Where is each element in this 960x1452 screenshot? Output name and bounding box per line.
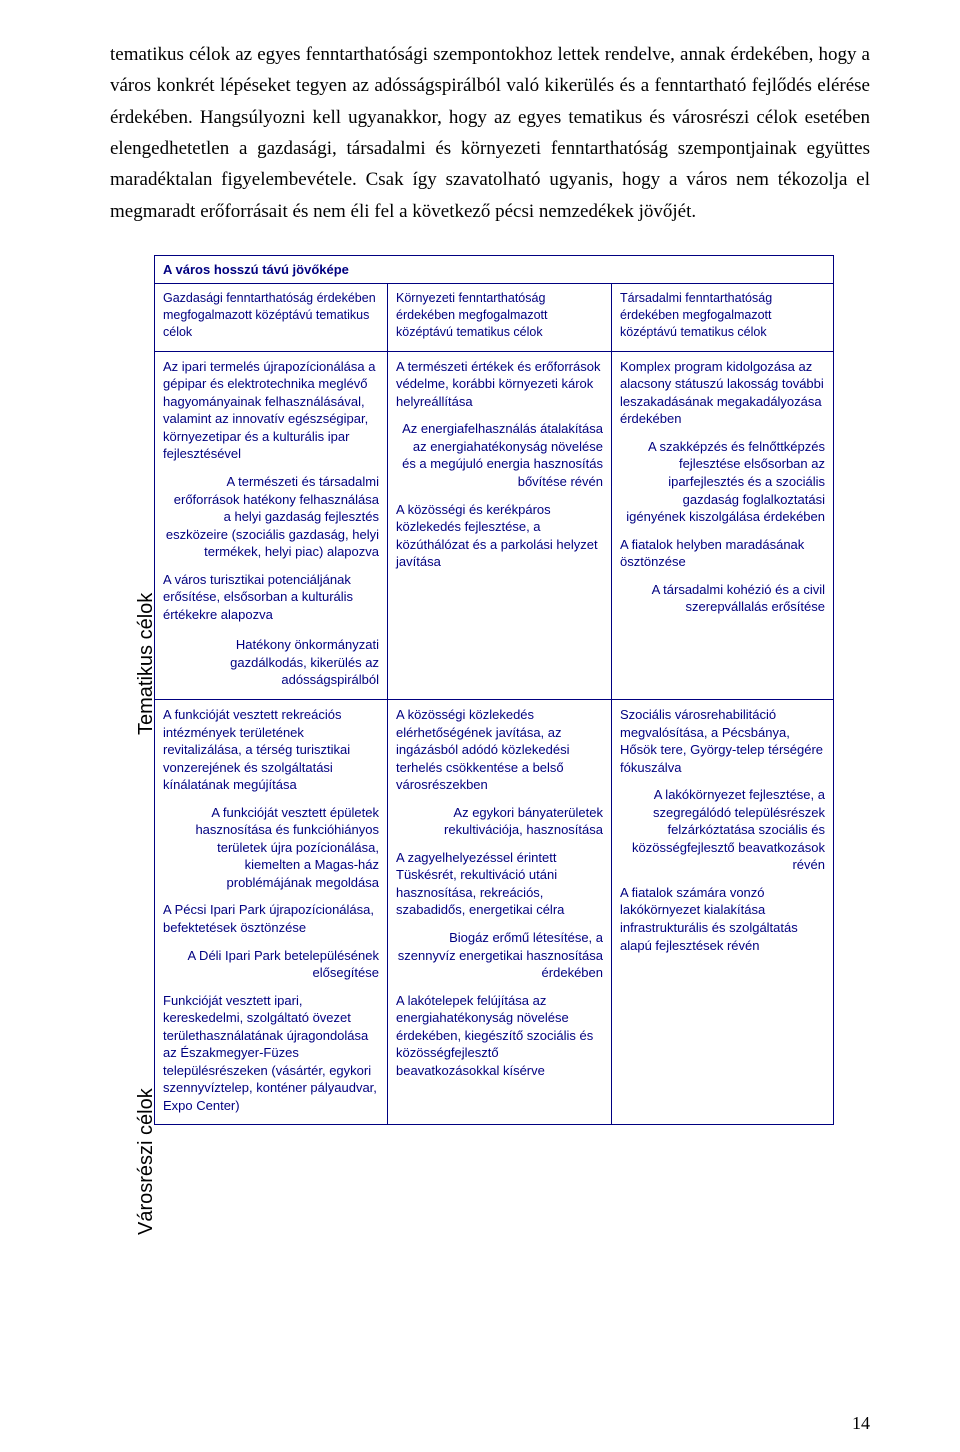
- side-label-thematic: Tematikus célok: [135, 593, 158, 735]
- thematic-col-environmental: A természeti értékek és erőforrások véde…: [388, 352, 612, 700]
- thematic-col-social: Komplex program kidolgozása az alacsony …: [612, 352, 834, 700]
- thematic-col-economic: Az ipari termelés újrapozícionálása a gé…: [154, 352, 388, 700]
- goal-item: A lakókörnyezet fejlesztése, a szegregál…: [620, 786, 825, 874]
- district-goals-row: A funkcióját vesztett rekreációs intézmé…: [154, 700, 834, 1125]
- col-header-social: Társadalmi fenntarthatóság érdekében meg…: [612, 284, 834, 352]
- district-col-economic: A funkcióját vesztett rekreációs intézmé…: [154, 700, 388, 1125]
- district-col-social: Szociális városrehabilitáció megvalósítá…: [612, 700, 834, 1125]
- page-number: 14: [852, 1413, 870, 1434]
- goal-item: Szociális városrehabilitáció megvalósítá…: [620, 706, 825, 776]
- goal-item: A közösségi közlekedés elérhetőségének j…: [396, 706, 603, 794]
- side-label-district: Városrészi célok: [135, 1088, 158, 1235]
- goal-item: A közösségi és kerékpáros közlekedés fej…: [396, 501, 603, 571]
- goal-item: Biogáz erőmű létesítése, a szennyvíz ene…: [396, 929, 603, 982]
- table-top-header: A város hosszú távú jövőképe: [154, 255, 834, 284]
- goal-item: Komplex program kidolgozása az alacsony …: [620, 358, 825, 428]
- goal-item: Funkcióját vesztett ipari, kereskedelmi,…: [163, 992, 379, 1115]
- goal-item: A város turisztikai potenciáljának erősí…: [163, 571, 379, 624]
- goal-item: A Déli Ipari Park betelepülésének előseg…: [163, 947, 379, 982]
- goal-item: A Pécsi Ipari Park újrapozícionálása, be…: [163, 901, 379, 936]
- goal-item: A zagyelhelyezéssel érintett Tüskésrét, …: [396, 849, 603, 919]
- goal-item: A társadalmi kohézió és a civil szerepvá…: [620, 581, 825, 616]
- intro-paragraph: tematikus célok az egyes fenntarthatóság…: [110, 39, 870, 227]
- goal-item: A fiatalok helyben maradásának ösztönzés…: [620, 536, 825, 571]
- col-header-environmental: Környezeti fenntarthatóság érdekében meg…: [388, 284, 612, 352]
- goal-item: A lakótelepek felújítása az energiahaték…: [396, 992, 603, 1080]
- goal-item: A természeti és társadalmi erőforrások h…: [163, 473, 379, 561]
- goal-item: A szakképzés és felnőttképzés fejlesztés…: [620, 438, 825, 526]
- col-header-economic: Gazdasági fenntarthatóság érdekében megf…: [154, 284, 388, 352]
- goal-item: A funkcióját vesztett épületek hasznosít…: [163, 804, 379, 892]
- goal-item: A természeti értékek és erőforrások véde…: [396, 358, 603, 411]
- goal-item: Az energiafelhasználás átalakítása az en…: [396, 420, 603, 490]
- thematic-goals-row: Az ipari termelés újrapozícionálása a gé…: [154, 352, 834, 700]
- goal-item: Hatékony önkormányzati gazdálkodás, kike…: [163, 636, 379, 689]
- goals-table: A város hosszú távú jövőképe Gazdasági f…: [154, 255, 834, 1125]
- table-column-headers: Gazdasági fenntarthatóság érdekében megf…: [154, 284, 834, 352]
- district-col-environmental: A közösségi közlekedés elérhetőségének j…: [388, 700, 612, 1125]
- goal-item: A funkcióját vesztett rekreációs intézmé…: [163, 706, 379, 794]
- goal-item: Az ipari termelés újrapozícionálása a gé…: [163, 358, 379, 463]
- page: tematikus célok az egyes fenntarthatóság…: [0, 0, 960, 1452]
- goal-item: A fiatalok számára vonzó lakókörnyezet k…: [620, 884, 825, 954]
- goal-item: Az egykori bányaterületek rekultivációja…: [396, 804, 603, 839]
